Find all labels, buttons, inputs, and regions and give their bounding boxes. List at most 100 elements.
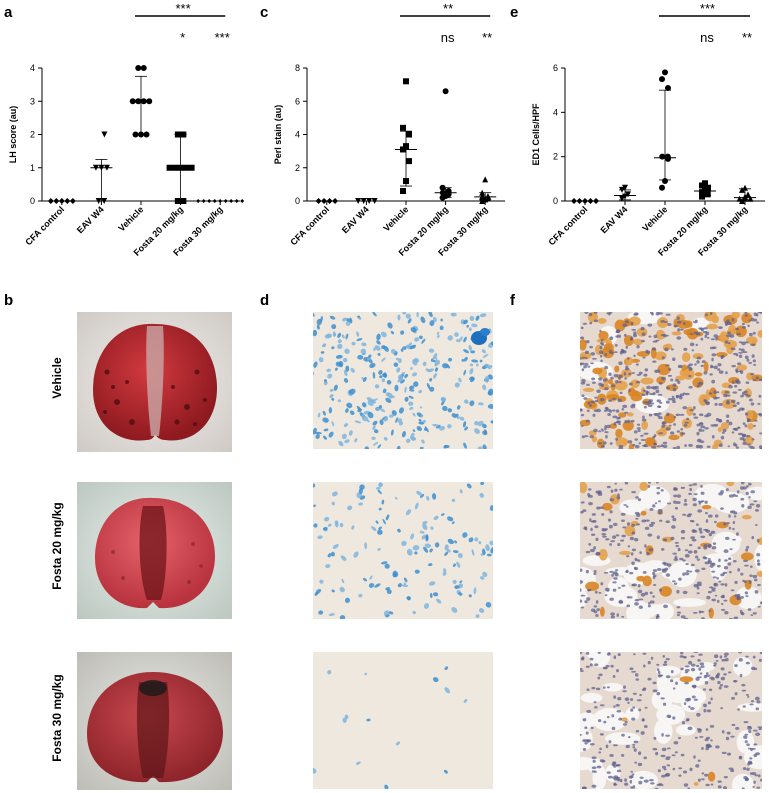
series-group-4: [479, 176, 491, 204]
data-point-4-7: [482, 176, 489, 183]
significance-bracket-label: **: [443, 1, 453, 16]
lung-photo-fosta-20: [77, 482, 232, 619]
chart-a-svg: 0 1 2 3 4 LH score (au) CFA control EAV W4 Vehic…: [8, 1, 245, 258]
perl-stain-vehicle-svg: [313, 312, 493, 449]
perl-stain-fosta-30-svg: [313, 652, 493, 789]
x-tick-label: EAV W4: [598, 204, 629, 235]
data-point-2-2: [406, 158, 412, 165]
chart-a: 0 1 2 3 4 LH score (au) CFA control EAV W4 Vehic…: [0, 0, 250, 285]
panel-letter-a: a: [4, 4, 13, 21]
data-point-3-5: [705, 184, 711, 191]
y-tick-label: 6: [295, 96, 300, 106]
y-tick-label: 2: [553, 152, 558, 162]
chart-c: 0 2 4 6 8 Perl stain (au) CFA control EAV W4 Veh…: [255, 0, 510, 285]
y-tick-label: 6: [553, 63, 558, 73]
data-point-2-5: [665, 84, 671, 91]
data-point-4-1: [201, 199, 206, 203]
y-tick-label: 0: [295, 196, 300, 206]
perl-stain-fosta-20-svg: [313, 482, 493, 619]
row-label-fosta-30: Fosta 30 mg/kg: [50, 674, 64, 762]
data-point-1-0: [619, 195, 625, 202]
series-group-0: [47, 198, 76, 204]
chart-e-svg: 0 2 4 6 ED1 Cells/HPF CFA control EAV W4 Vehicl…: [531, 1, 765, 258]
y-axis-label: LH score (au): [8, 106, 18, 164]
data-point-2-5: [406, 131, 412, 138]
significance-label: ns: [441, 30, 455, 45]
significance-label: **: [482, 30, 492, 45]
data-point-2-6: [400, 124, 406, 131]
perl-stain-vehicle: [313, 312, 493, 449]
data-point-2-0: [659, 184, 665, 191]
panel-letter-f: f: [510, 292, 515, 309]
data-point-2-7: [662, 69, 668, 76]
data-point-2-7: [135, 65, 142, 71]
significance-label: **: [742, 30, 752, 45]
ed1-stain-fosta-20-svg: [580, 482, 762, 619]
x-tick-label: EAV W4: [340, 204, 371, 235]
data-point-1-2: [625, 191, 631, 198]
y-tick-label: 4: [295, 130, 300, 140]
x-tick-label: Vehicle: [640, 204, 669, 233]
ed1-stain-vehicle: [580, 312, 762, 449]
panel-letter-b: b: [4, 292, 14, 309]
ed1-stain-fosta-30-svg: [580, 652, 762, 789]
ed1-stain-fosta-30: [580, 652, 762, 789]
x-tick-label: CFA control: [547, 204, 590, 247]
significance-bracket-label: ***: [700, 1, 715, 16]
data-point-2-3: [659, 153, 666, 160]
data-point-2-7: [403, 78, 409, 85]
data-point-4-0: [479, 198, 486, 204]
data-point-3-7: [442, 88, 449, 95]
y-tick-label: 4: [553, 107, 558, 117]
y-axis-label: ED1 Cells/HPF: [531, 103, 541, 166]
panel-letter-e: e: [510, 4, 519, 21]
data-point-3-2: [704, 191, 711, 198]
data-point-1-4: [622, 184, 628, 191]
x-tick-label: EAV W4: [75, 204, 106, 235]
x-tick-label: Vehicle: [381, 204, 410, 233]
data-point-4-1: [736, 195, 743, 202]
data-point-4-5: [484, 193, 491, 200]
panel-letter-c: c: [260, 4, 269, 21]
y-tick-label: 1: [30, 163, 35, 173]
y-tick-label: 2: [30, 130, 35, 140]
significance-label: ***: [215, 30, 230, 45]
x-tick-label: CFA control: [23, 204, 66, 247]
y-tick-label: 0: [553, 196, 558, 206]
significance-bracket-label: ***: [176, 1, 191, 16]
series-group-3: [439, 88, 452, 201]
x-tick-label: Vehicle: [116, 204, 145, 233]
data-point-4-8: [240, 199, 245, 203]
data-point-2-0: [400, 188, 406, 195]
lung-photo-fosta-30: [77, 652, 232, 790]
panel-letter-d: d: [260, 292, 270, 309]
x-tick-label: CFA control: [288, 204, 331, 247]
row-label-fosta-20: Fosta 20 mg/kg: [50, 502, 64, 590]
data-point-2-4: [664, 153, 671, 160]
data-point-4-6: [739, 186, 745, 193]
significance-label: *: [180, 30, 185, 45]
y-tick-label: 3: [30, 96, 35, 106]
chart-c-svg: 0 2 4 6 8 Perl stain (au) CFA control EAV W4 Veh…: [273, 1, 505, 258]
chart-e: 0 2 4 6 ED1 Cells/HPF CFA control EAV W4 Vehicl…: [510, 0, 769, 285]
ed1-stain-fosta-20: [580, 482, 762, 619]
data-point-2-8: [140, 65, 147, 71]
data-point-2-6: [659, 76, 665, 83]
lung-photo-vehicle: [77, 312, 232, 452]
data-point-4-0: [196, 199, 201, 203]
data-point-1-5: [101, 131, 108, 138]
perl-stain-fosta-20: [313, 482, 493, 619]
y-tick-label: 0: [30, 196, 35, 206]
significance-label: ns: [700, 30, 714, 45]
data-point-4-5: [745, 191, 751, 198]
row-label-vehicle: Vehicle: [50, 357, 64, 399]
data-point-4-7: [234, 199, 239, 203]
data-point-4-4: [479, 193, 486, 200]
ed1-stain-vehicle-svg: [580, 312, 762, 449]
data-point-3-7: [702, 180, 708, 187]
perl-stain-fosta-30: [313, 652, 493, 789]
y-tick-label: 2: [295, 163, 300, 173]
y-axis-label: Perl stain (au): [273, 105, 283, 165]
y-tick-label: 4: [30, 63, 35, 73]
y-tick-label: 8: [295, 63, 300, 73]
